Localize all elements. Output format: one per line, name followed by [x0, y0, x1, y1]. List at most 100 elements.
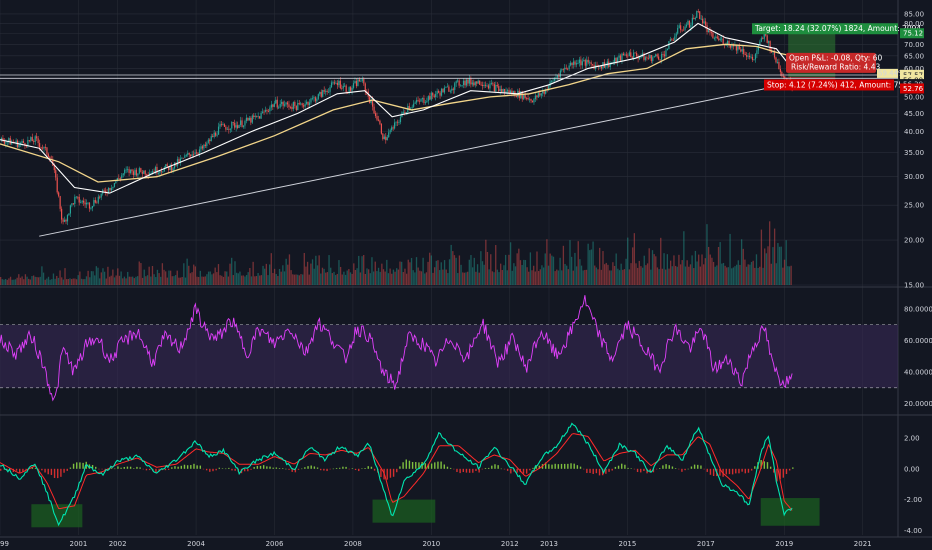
volume-bar [0, 277, 2, 285]
candle-body [34, 136, 36, 142]
volume-bar [52, 273, 55, 285]
volume-bar [468, 259, 470, 285]
volume-bar [465, 272, 467, 285]
candle-body [278, 107, 280, 109]
volume-bar [402, 272, 404, 285]
volume-bar [399, 261, 401, 285]
macd-highlight-box [31, 504, 83, 528]
volume-bar [234, 261, 236, 285]
candle-body [206, 142, 208, 147]
macd-hist-bar [262, 465, 265, 469]
macd-hist-bar [640, 468, 642, 473]
macd-hist-bar [266, 466, 268, 469]
volume-bar [440, 262, 442, 285]
candle-body [399, 117, 402, 123]
macd-hist-bar [731, 468, 734, 475]
macd-hist-bar [243, 468, 246, 472]
candle-body [141, 171, 143, 174]
volume-bar [458, 255, 461, 285]
volume-bar [561, 270, 563, 285]
candle-body [452, 88, 454, 90]
volume-bar [61, 277, 63, 285]
volume-bar [570, 256, 573, 285]
macd-hist-bar [665, 464, 667, 469]
volume-bar [110, 275, 112, 285]
macd-hist-bar [281, 468, 284, 469]
macd-hist-bar [529, 468, 531, 471]
volume-bar [158, 273, 160, 285]
volume-bar [430, 255, 433, 285]
candle-body [442, 88, 444, 93]
risk-reward-label: Risk/Reward Ratio: 4.43 [791, 62, 880, 71]
volume-bar [128, 276, 131, 285]
volume-bar [255, 276, 258, 285]
percent-tag-box [877, 68, 898, 78]
macd-hist-bar [633, 468, 636, 470]
volume-bar [166, 277, 168, 285]
volume-bar [747, 264, 749, 285]
candle-body [509, 90, 512, 94]
volume-bar [356, 268, 358, 285]
macd-hist-bar [142, 468, 144, 470]
position-annotations[interactable]: Target: 18.24 (32.07%) 1824, Amount: 209… [752, 23, 921, 91]
trendline[interactable] [39, 81, 799, 237]
price-panel[interactable] [0, 8, 898, 285]
macd-tick-label: -2.00 [904, 496, 922, 504]
volume-bar [509, 242, 512, 285]
volume-bar [488, 269, 490, 285]
rsi-panel[interactable] [0, 295, 898, 402]
volume-bar [194, 266, 197, 285]
volume-bar [412, 270, 414, 285]
rsi-tick-label: 80.0000 [904, 305, 932, 313]
candle-body [121, 175, 123, 179]
candle-body [704, 21, 707, 26]
volume-bar [599, 247, 601, 285]
macd-hist-bar [50, 468, 53, 475]
candle-body [333, 82, 336, 84]
macd-hist-bar [174, 466, 176, 469]
volume-bar [384, 271, 386, 285]
macd-hist-bar [38, 468, 40, 470]
candle-body [505, 91, 507, 93]
candle-body [267, 110, 270, 112]
candle-body [88, 202, 91, 209]
macd-hist-bar [313, 466, 316, 469]
volume-bar [376, 271, 378, 285]
volume-bar [754, 267, 756, 285]
volume-bar [171, 276, 173, 285]
volume-bar [328, 255, 330, 285]
candle-body [672, 39, 674, 41]
volume-bar [731, 268, 733, 285]
time-tick-label: 2019 [775, 540, 793, 548]
candle-body [707, 30, 710, 33]
macd-panel[interactable] [0, 422, 820, 528]
volume-bar [610, 270, 612, 285]
volume-bar [202, 276, 205, 285]
candle-body [373, 106, 375, 114]
volume-bar [582, 270, 584, 285]
macd-hist-bar [525, 468, 528, 474]
time-tick-label: 2008 [344, 540, 362, 548]
volume-bar [772, 247, 774, 285]
candle-body [68, 213, 70, 216]
candle-body [662, 54, 664, 55]
volume-bar [448, 259, 451, 285]
volume-bar [13, 279, 15, 285]
volume-bar [353, 263, 355, 285]
candle-body [429, 96, 431, 100]
candle-body [363, 78, 365, 84]
candle-body [728, 41, 730, 46]
macd-hist-bar [478, 468, 480, 473]
candle-body [260, 112, 262, 119]
macd-hist-bar [741, 468, 743, 472]
volume-bar [70, 279, 73, 285]
macd-tick-label: 0.00 [904, 465, 920, 473]
volume-bar [531, 270, 533, 285]
candle-body [61, 208, 63, 220]
macd-hist-bar [500, 468, 503, 470]
candle-body [370, 99, 372, 103]
candle-body [344, 85, 346, 87]
candle-body [332, 82, 334, 84]
volume-bar [21, 276, 23, 285]
